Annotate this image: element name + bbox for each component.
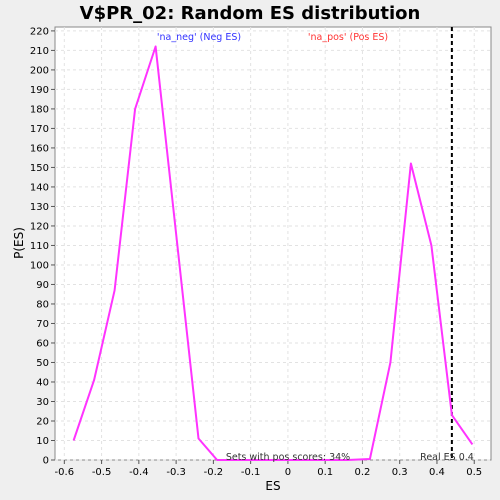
y-tick-label: 10 (36, 436, 49, 447)
series-layer (72, 45, 474, 461)
plot-area (54, 26, 492, 461)
y-tick-label: 70 (36, 319, 49, 330)
y-tick-label: 130 (30, 202, 49, 213)
grid (55, 27, 491, 461)
y-tick-label: 120 (30, 221, 49, 232)
y-tick-label: 140 (30, 182, 49, 193)
y-tick-label: 0 (43, 456, 49, 467)
y-tick-label: 150 (30, 163, 49, 174)
pos-es-label: 'na_pos' (Pos ES) (308, 32, 388, 43)
y-tick-label: 100 (30, 260, 49, 271)
y-tick-label: 90 (36, 280, 49, 291)
x-tick-label: 0.2 (354, 467, 370, 478)
x-tick-label: -0.3 (166, 467, 186, 478)
x-tick-label: 0.3 (392, 467, 408, 478)
x-axis-label: ES (265, 479, 280, 493)
y-tick-label: 60 (36, 338, 49, 349)
y-tick-label: 210 (30, 46, 49, 57)
y-tick-label: 180 (30, 104, 49, 115)
real-es-label: Real ES 0.4 (420, 452, 474, 463)
y-tick-label: 50 (36, 358, 49, 369)
sets-with-pos-scores-label: Sets with pos scores: 34% (226, 452, 350, 463)
x-tick-label: -0.6 (55, 467, 75, 478)
y-tick-label: 20 (36, 416, 49, 427)
x-tick-label: 0 (285, 467, 291, 478)
y-tick-label: 170 (30, 124, 49, 135)
y-tick-label: 40 (36, 377, 49, 388)
es-distribution-line (72, 45, 474, 461)
x-tick-label: 0.4 (429, 467, 445, 478)
x-tick-label: 0.1 (317, 467, 333, 478)
y-tick-label: 160 (30, 143, 49, 154)
y-tick-label: 190 (30, 85, 49, 96)
neg-es-label: 'na_neg' (Neg ES) (157, 32, 241, 43)
x-tick-label: 0.5 (466, 467, 482, 478)
x-tick-label: -0.2 (204, 467, 224, 478)
y-tick-label: 80 (36, 299, 49, 310)
x-tick-label: -0.1 (241, 467, 261, 478)
y-tick-label: 110 (30, 241, 49, 252)
y-tick-label: 30 (36, 397, 49, 408)
chart-title: V$PR_02: Random ES distribution (80, 3, 421, 24)
x-tick-label: -0.4 (129, 467, 149, 478)
x-tick-label: -0.5 (92, 467, 112, 478)
y-tick-label: 200 (30, 65, 49, 76)
y-tick-label: 220 (30, 26, 49, 37)
axes: 0 10 20 30 40 50 60 70 80 90 100 110 120 130 140 150 160… (30, 26, 482, 478)
y-axis-label: P(ES) (12, 227, 26, 259)
